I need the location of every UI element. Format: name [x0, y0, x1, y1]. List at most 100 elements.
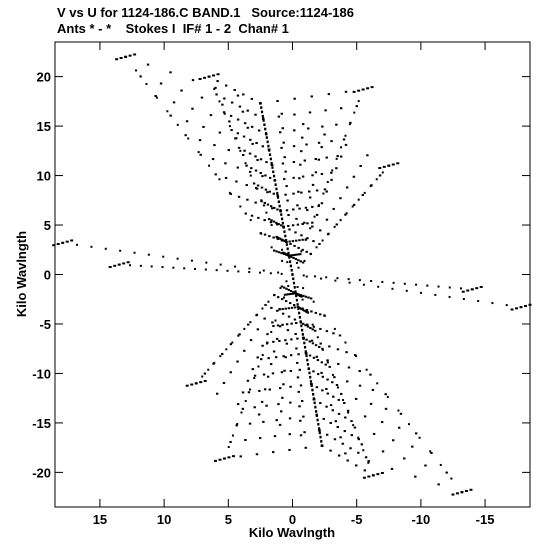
uv-point: [262, 269, 265, 272]
uv-point: [282, 251, 285, 254]
uv-point: [70, 239, 74, 242]
uv-point: [275, 187, 278, 191]
uv-point: [342, 399, 345, 402]
uv-point: [347, 411, 350, 414]
uv-point: [235, 137, 238, 140]
y-tick-label: -15: [32, 416, 51, 431]
uv-point: [242, 135, 246, 138]
uv-point: [258, 389, 261, 392]
uv-point: [272, 325, 275, 328]
uv-point: [297, 253, 300, 256]
uv-point: [285, 342, 288, 345]
uv-point: [207, 368, 210, 371]
uv-point: [278, 387, 282, 390]
uv-point: [272, 220, 276, 223]
uv-point: [359, 165, 362, 168]
uv-point: [335, 223, 338, 226]
uv-point: [338, 334, 342, 337]
uv-point: [245, 164, 248, 167]
uv-point: [288, 448, 291, 451]
uv-point: [230, 129, 233, 132]
uv-point: [288, 260, 292, 263]
uv-point: [292, 256, 295, 259]
uv-point: [280, 298, 284, 301]
uv-point: [281, 127, 284, 130]
uv-point: [264, 127, 267, 131]
uv-point: [301, 222, 304, 225]
uv-point: [326, 233, 330, 236]
uv-point: [326, 392, 330, 395]
uv-point: [287, 315, 291, 318]
uv-point: [333, 225, 336, 228]
uv-point: [279, 224, 283, 227]
uv-point: [271, 166, 274, 169]
uv-point: [289, 254, 293, 257]
uv-point: [226, 269, 229, 272]
uv-point: [273, 206, 276, 209]
uv-point: [259, 271, 262, 274]
uv-point: [321, 375, 325, 378]
uv-point: [302, 287, 305, 290]
uv-point: [408, 423, 411, 426]
uv-point: [323, 188, 327, 191]
uv-point: [126, 261, 130, 264]
uv-point: [270, 331, 273, 334]
uv-point: [231, 434, 234, 437]
uv-point: [367, 475, 371, 478]
uv-point: [244, 439, 247, 442]
uv-point: [326, 359, 329, 362]
uv-point: [281, 396, 284, 399]
uv-point: [318, 429, 321, 432]
uv-point: [301, 298, 304, 301]
uv-point: [294, 231, 297, 234]
uv-point: [429, 450, 432, 453]
uv-point: [347, 278, 350, 281]
uv-point: [299, 163, 302, 166]
y-tick-label: 0: [44, 268, 51, 283]
uv-point: [235, 180, 238, 183]
uv-point: [296, 204, 299, 207]
uv-point: [201, 375, 204, 378]
uv-point: [154, 95, 157, 98]
uv-point: [380, 421, 384, 424]
uv-point: [256, 158, 259, 161]
uv-point: [331, 381, 334, 384]
uv-point: [415, 283, 418, 286]
uv-point: [357, 436, 360, 439]
uv-point: [276, 100, 279, 103]
y-tick-label: 15: [37, 119, 51, 134]
uv-point: [313, 275, 316, 278]
uv-point: [202, 125, 205, 128]
y-tick-label: -10: [32, 366, 51, 381]
uv-point: [301, 123, 305, 126]
uv-point: [519, 306, 523, 309]
uv-point: [325, 190, 328, 193]
uv-point: [312, 393, 315, 396]
uv-point: [289, 354, 293, 357]
uv-point: [311, 183, 315, 186]
uv-point: [276, 223, 279, 226]
uv-point: [291, 224, 295, 227]
uv-point: [244, 212, 247, 215]
uv-point: [215, 269, 218, 272]
uv-point: [289, 369, 293, 372]
uv-point: [229, 371, 232, 374]
uv-point: [317, 141, 321, 144]
uv-point: [314, 405, 317, 409]
uv-point: [309, 227, 312, 230]
uv-point: [224, 84, 228, 87]
uv-point: [280, 285, 284, 288]
uv-point: [311, 174, 314, 177]
uv-point: [363, 191, 366, 194]
uv-point: [249, 321, 252, 324]
uv-point: [253, 377, 256, 380]
uv-point: [236, 118, 240, 121]
plot-header-line2: Ants * - * Stokes I IF# 1 - 2 Chan# 1: [57, 21, 289, 36]
uv-point: [415, 432, 418, 435]
uv-point: [347, 366, 351, 369]
uv-point: [269, 205, 273, 208]
uv-point: [251, 368, 255, 371]
uv-point: [263, 388, 267, 391]
uv-point: [65, 240, 69, 243]
